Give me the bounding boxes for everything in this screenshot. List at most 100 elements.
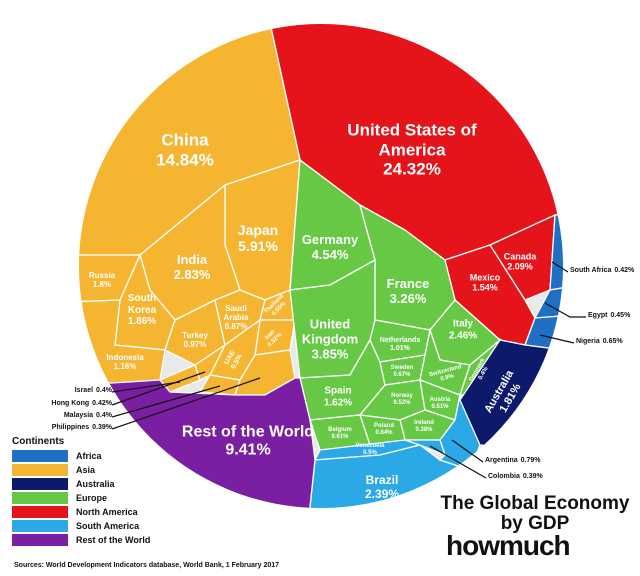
cell-label: France 3.26% [378, 276, 438, 307]
legend-item: Africa [12, 449, 150, 463]
outside-label: Hong Kong 0.42% [51, 400, 112, 407]
cell-name: Belgium [328, 427, 352, 434]
cell-name: Mexico [469, 272, 501, 283]
cell-name: Ireland [414, 420, 434, 427]
cell-label: Japan 5.91% [228, 222, 288, 254]
legend-swatch [12, 450, 68, 462]
cell-name: Hong Kong [51, 400, 90, 407]
cell-value: 0.39% [92, 424, 112, 431]
cell-value: 5.91% [238, 238, 278, 254]
cell-name: Venezuela [355, 443, 385, 450]
cell-value: 24.32% [383, 159, 441, 179]
cell-label: China 14.84% [135, 130, 235, 169]
outside-label: Colombia 0.39% [488, 473, 543, 480]
cell-name: South Korea [127, 292, 157, 316]
cell-label: Italy 2.46% [443, 319, 483, 342]
cell-name: South Africa [570, 267, 612, 274]
cell-value: 2.83% [173, 267, 211, 282]
cell-name: Russia [88, 270, 116, 280]
cell-name: Japan [237, 221, 279, 238]
cell-value: 1.54% [472, 283, 498, 293]
cell-value: 1.16% [113, 362, 137, 371]
cell-value: 0.97% [183, 340, 207, 349]
cell-value: 0.87% [224, 322, 248, 332]
cell-value: 1.62% [323, 397, 353, 408]
cell-value: 3.85% [311, 346, 349, 362]
cell-name: Rest of the World [181, 423, 315, 441]
cell-value: 0.42% [614, 267, 635, 274]
legend-label: Australia [76, 479, 115, 489]
cell-name: Colombia [488, 473, 520, 480]
outside-label: Egypt 0.45% [588, 312, 630, 319]
legend: Continents Africa Asia Australia Europe Nort… [12, 436, 150, 547]
cell-name: France [386, 276, 430, 292]
cell-value: 1.8% [92, 280, 112, 289]
cell-name: Spain [324, 385, 352, 397]
leader-line [539, 334, 575, 344]
leader-line [111, 371, 206, 406]
outside-label: Philippines 0.39% [52, 424, 112, 431]
cell-name: United States of America [347, 120, 477, 160]
cell-value: 1.86% [127, 315, 157, 327]
leader-line [111, 381, 181, 393]
cell-name: Indonesia [106, 352, 144, 362]
legend-label: South America [76, 521, 140, 531]
outside-label: Nigeria 0.65% [576, 338, 623, 345]
cell-label: Canada 2.09% [495, 252, 545, 273]
cell-label: Sweden 0.67% [382, 365, 422, 379]
cell-value: 0.52% [393, 400, 411, 406]
cell-name: China [161, 130, 209, 150]
cell-name: Egypt [588, 312, 608, 319]
cell-name: Philippines [51, 424, 90, 431]
cell-label: Germany 4.54% [290, 232, 370, 263]
cell-label: United States of America 24.32% [342, 121, 482, 180]
legend-swatch [12, 478, 68, 490]
cell-label: Venezuela 0.5% [335, 443, 405, 457]
leader-line [111, 377, 261, 430]
cell-name: Brazil [365, 473, 399, 488]
voronoi-cell [549, 214, 563, 291]
cell-value: 2.39% [364, 487, 400, 501]
cell-value: 3.26% [389, 291, 427, 306]
legend-label: Europe [76, 493, 108, 503]
cell-name: Argentina [485, 457, 518, 464]
cell-name: Sweden [390, 365, 414, 372]
cell-label: India 2.83% [162, 252, 222, 283]
cell-name: Canada [503, 251, 537, 262]
cell-name: Poland [373, 423, 394, 430]
cell-value: 14.84% [156, 150, 214, 169]
outside-label: South Africa 0.42% [570, 267, 634, 274]
outside-label: Israel 0.4% [75, 387, 112, 394]
cell-value: 0.39% [522, 473, 543, 480]
cell-name: Israel [74, 387, 94, 394]
cell-name: Saudi Arabia [223, 304, 249, 323]
legend-swatch [12, 506, 68, 518]
legend-label: Africa [76, 451, 102, 461]
cell-label: Norway 0.52% [382, 393, 422, 407]
outside-label: Argentina 0.79% [485, 457, 541, 464]
cell-value: 0.64% [375, 430, 393, 436]
cell-label: Mexico 1.54% [460, 273, 510, 294]
leader-line [429, 445, 487, 479]
legend-swatch [12, 520, 68, 532]
cell-label: South Korea 1.86% [117, 293, 167, 328]
leader-line [111, 385, 221, 418]
legend-swatch [12, 492, 68, 504]
cell-value: 0.4% [96, 387, 112, 394]
legend-title: Continents [12, 436, 65, 447]
legend-item: South America [12, 519, 150, 533]
cell-name: United Kingdom [301, 316, 359, 347]
legend-item: Europe [12, 491, 150, 505]
cell-label: Indonesia 1.16% [100, 353, 150, 371]
cell-label: Ireland 0.38% [407, 420, 442, 434]
legend-label: North America [76, 507, 138, 517]
cell-value: 2.09% [507, 262, 533, 272]
cell-label: Austria 0.51% [423, 397, 458, 411]
cell-value: 0.45% [610, 312, 631, 319]
brand: howmuch [446, 530, 571, 561]
cell-name: Germany [301, 232, 359, 248]
leader-line [551, 261, 569, 273]
cell-value: 0.65% [602, 338, 623, 345]
